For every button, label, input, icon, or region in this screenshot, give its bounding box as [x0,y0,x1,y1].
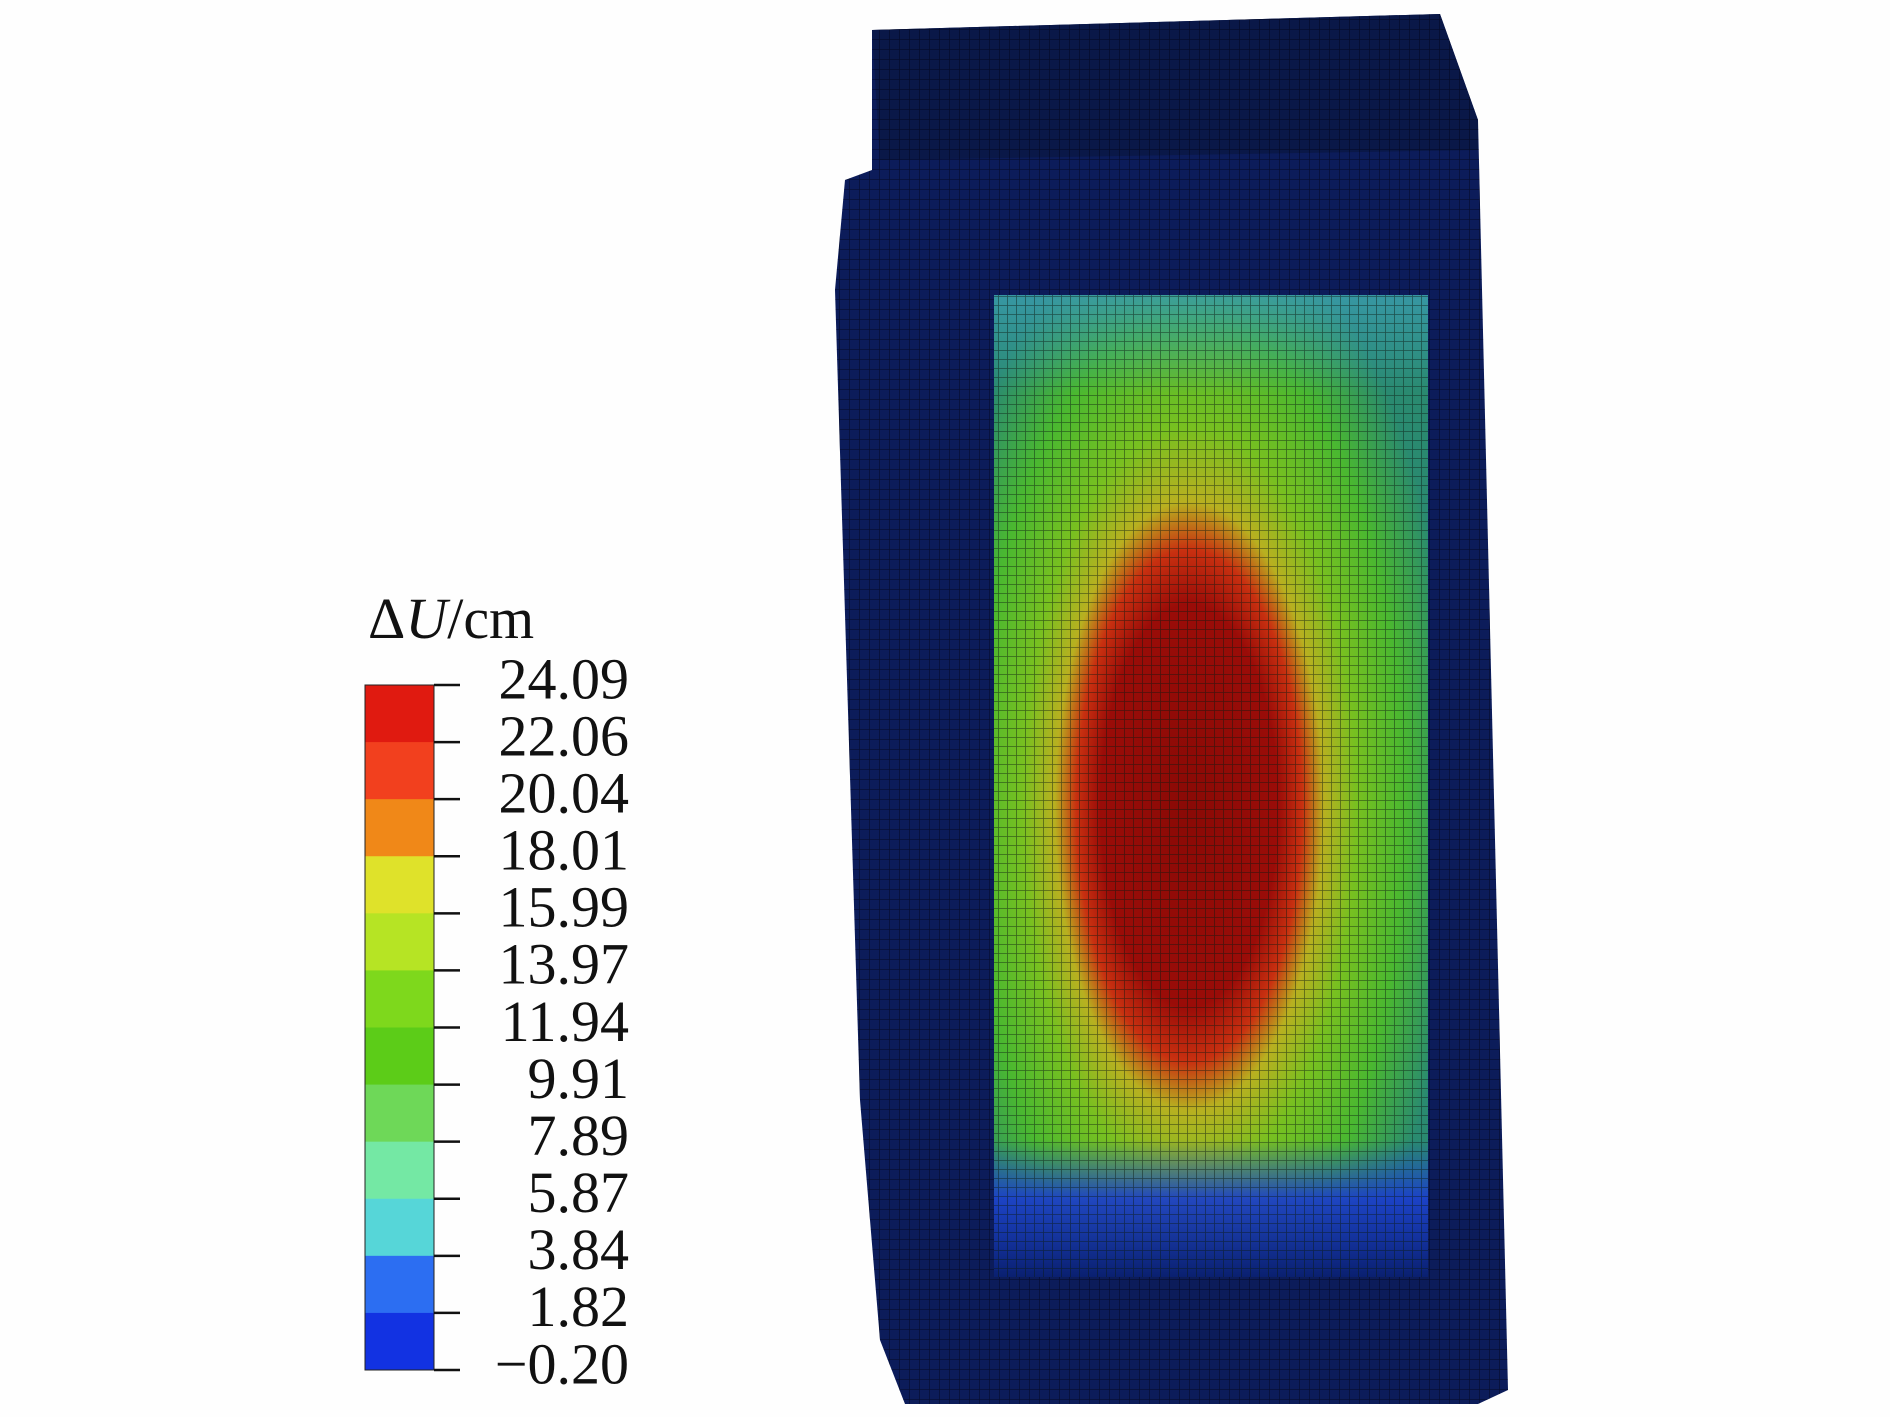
legend-level: 3.84 [528,1217,630,1282]
legend-symbol: Δ [368,586,405,651]
legend-level: 11.94 [501,989,629,1054]
legend-level: 1.82 [528,1274,630,1339]
legend-swatch [365,856,434,914]
legend-level: 15.99 [499,875,630,940]
legend-variable: U [405,586,451,651]
legend-unit: /cm [447,586,534,651]
legend-level: 18.01 [499,818,630,883]
contour-mesh [994,295,1428,1277]
legend: ΔU/cm 24.0922.0620.0418.0115.9913.9711.9… [364,586,630,1396]
legend-level: 22.06 [499,703,630,768]
legend-swatch [365,1255,434,1314]
legend-level: 9.91 [528,1046,630,1111]
legend-level: 13.97 [499,932,630,997]
model [835,14,1508,1404]
legend-swatch [365,685,434,743]
legend-swatch [365,1027,434,1086]
legend-swatch [365,1198,434,1257]
legend-swatch [365,1312,434,1371]
legend-level: 5.87 [528,1160,630,1225]
legend-level: 7.89 [528,1103,630,1168]
legend-swatch [365,913,434,971]
legend-level: −0.20 [495,1331,629,1396]
legend-level: 24.09 [499,646,630,711]
legend-swatch [365,1084,434,1143]
legend-swatch [365,799,434,857]
legend-swatch [365,1141,434,1200]
legend-swatch [365,742,434,800]
legend-title: ΔU/cm [368,586,534,651]
legend-swatch [365,970,434,1028]
legend-level: 20.04 [499,760,630,825]
